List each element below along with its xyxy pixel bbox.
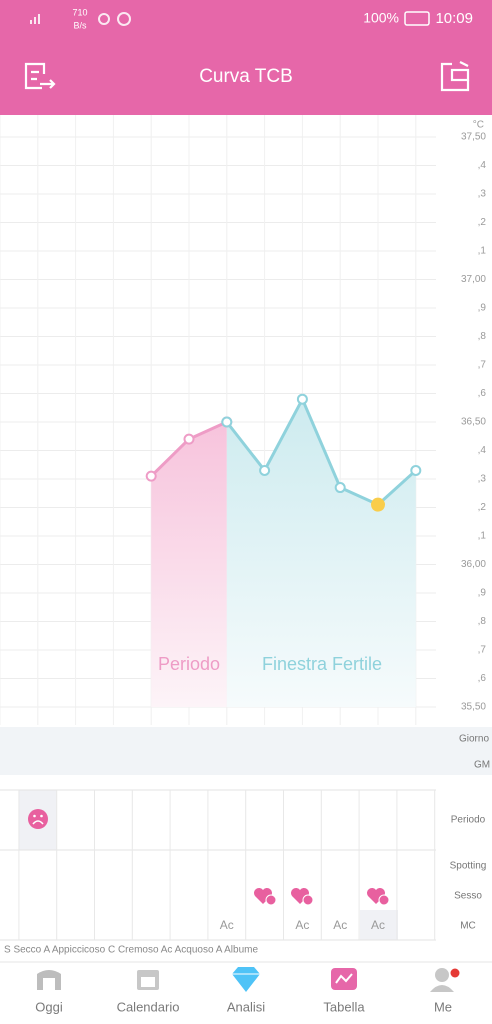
y-tick-label: ,6: [478, 673, 487, 684]
badge: [378, 894, 390, 906]
sex-icon: [254, 888, 277, 906]
data-point: [145, 470, 157, 482]
series-line: [225, 397, 417, 507]
tab-label[interactable]: Me: [434, 999, 452, 1014]
data-point: [410, 464, 422, 476]
y-tick-label: 36,50: [461, 417, 486, 428]
net-speed-unit: B/s: [73, 20, 87, 30]
data-point: [221, 416, 233, 428]
row-label: Spotting: [450, 861, 487, 872]
y-tick-label: ,4: [478, 445, 487, 456]
row-label: Periodo: [451, 815, 486, 826]
sex-icon: [291, 888, 314, 906]
y-tick-label: ,7: [478, 360, 487, 371]
battery-level: 100%: [363, 10, 399, 26]
data-point: [371, 497, 385, 512]
y-tick-label: ,3: [478, 474, 487, 485]
tab-icons: [37, 967, 460, 992]
badge: [302, 894, 314, 906]
tab-label[interactable]: Oggi: [35, 999, 63, 1014]
period-icon: [28, 809, 48, 829]
mc-cell: Ac: [295, 918, 309, 932]
row-label: Sesso: [454, 891, 482, 902]
battery-icon: [404, 11, 430, 26]
page-title: Curva TCB: [199, 66, 293, 87]
date-rows: [0, 727, 492, 775]
heart: [254, 888, 272, 904]
y-tick-label: 37,50: [461, 132, 486, 143]
y-tick-label: ,1: [478, 246, 487, 257]
date-row-label: Giorno: [459, 734, 489, 745]
symptom-table: Ac Ac Ac Ac Periodo Spotting Sesso MC: [0, 789, 487, 941]
mc-cell: Ac: [371, 918, 385, 932]
bbt-chart: °C37,50 ,4 ,3 ,2 ,1 37,00 ,9 ,8 ,7 ,6 36,50 ,4 ,3 ,2,…: [0, 115, 486, 771]
y-tick-label: 37,00: [461, 274, 486, 285]
heart: [291, 888, 309, 904]
sex-icon: [367, 888, 390, 906]
y-tick-label: ,4: [478, 160, 487, 171]
mc-cell-highlight: [360, 910, 398, 940]
y-tick-label: ,1: [478, 531, 487, 542]
tab-label[interactable]: Calendario: [117, 999, 180, 1014]
net-speed: 710: [72, 7, 87, 17]
header-bar: [0, 0, 492, 115]
mc-cell: Ac: [333, 918, 347, 932]
data-point: [259, 464, 271, 476]
y-tick-label: ,9: [478, 588, 487, 599]
series-label: Finestra Fertile: [262, 654, 382, 674]
y-tick-label: ,9: [478, 303, 487, 314]
y-tick-label: ,3: [478, 189, 487, 200]
y-tick-label: 36,00: [461, 559, 486, 570]
badge: [265, 894, 277, 906]
data-point: [296, 393, 308, 405]
y-tick-label: ,2: [478, 502, 487, 513]
y-tick-label: ,6: [478, 388, 487, 399]
unit-label: °C: [473, 120, 484, 131]
row-label: MC: [460, 921, 476, 932]
y-tick-label: ,8: [478, 616, 487, 627]
y-tick-label: 35,50: [461, 702, 486, 713]
switch-view-button[interactable]: [440, 61, 470, 92]
y-tick-label: ,8: [478, 331, 487, 342]
series-area: [226, 399, 416, 707]
heart: [367, 888, 385, 904]
tab-label[interactable]: Analisi: [227, 999, 265, 1014]
series-area: [151, 422, 227, 707]
day-row-label: GM: [474, 760, 490, 771]
series-label: Periodo: [158, 654, 220, 674]
mucus-legend: S Secco A Appiccicoso C Cremoso Ac Acquo…: [4, 945, 258, 956]
data-point: [334, 482, 346, 494]
mc-cell: Ac: [220, 918, 234, 932]
clock: 10:09: [435, 10, 473, 27]
y-tick-label: ,2: [478, 217, 487, 228]
signal-icons: [30, 12, 131, 26]
y-tick-label: ,7: [478, 645, 487, 656]
export-button[interactable]: [24, 62, 56, 90]
tab-label[interactable]: Tabella: [323, 999, 365, 1014]
data-point: [183, 433, 195, 445]
